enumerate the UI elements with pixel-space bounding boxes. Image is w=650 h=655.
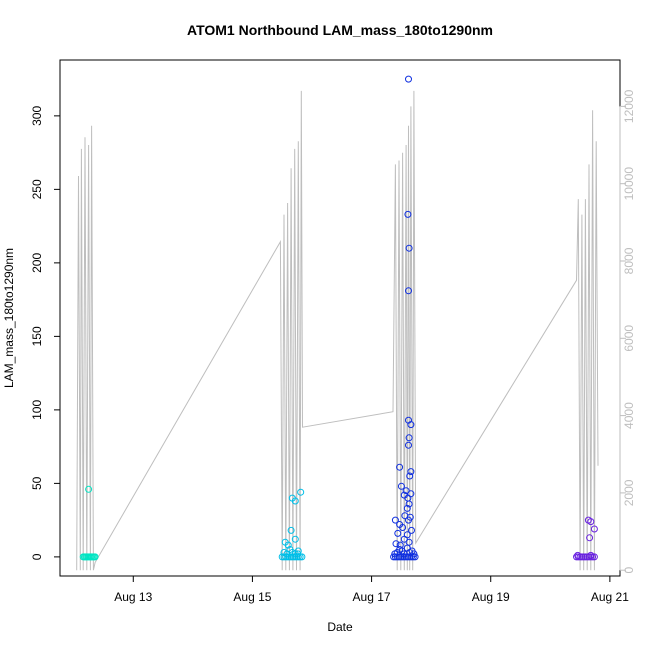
data-point	[406, 513, 414, 521]
data-point	[405, 441, 412, 449]
data-point	[396, 521, 404, 528]
data-point	[586, 534, 594, 542]
data-point	[590, 553, 598, 561]
data-point	[406, 472, 414, 480]
data-point	[397, 482, 405, 490]
x-axis-label: Date	[327, 620, 353, 634]
data-point	[407, 468, 415, 476]
data-point	[284, 541, 292, 549]
data-point	[407, 490, 415, 498]
data-point	[294, 547, 302, 555]
data-point	[405, 244, 413, 252]
y-tick-label: 0	[30, 553, 44, 560]
data-point	[405, 75, 412, 83]
data-point	[405, 416, 412, 424]
secondary-y-tick-label: 2000	[622, 479, 636, 506]
points-layer	[79, 75, 598, 561]
chart-title: ATOM1 Northbound LAM_mass_180to1290nm	[187, 22, 493, 38]
x-tick-label: Aug 17	[353, 590, 391, 604]
data-point	[291, 535, 299, 543]
data-point	[405, 538, 413, 546]
data-point	[297, 488, 305, 496]
y-axis-label: LAM_mass_180to1290nm	[2, 248, 16, 388]
y-tick-label: 300	[30, 106, 44, 126]
data-point	[91, 553, 99, 561]
data-point	[85, 485, 93, 493]
y-axis: 0 50 100 150 200 250 300	[30, 106, 61, 560]
data-point	[291, 497, 299, 505]
data-point	[574, 551, 582, 559]
data-point	[404, 210, 412, 218]
data-point	[394, 529, 402, 537]
y-tick-label: 100	[30, 400, 44, 420]
data-point	[408, 526, 415, 534]
y-tick-label: 150	[30, 326, 44, 346]
secondary-y-tick-label: 6000	[622, 325, 636, 352]
data-point	[396, 463, 404, 471]
secondary-y-tick-label: 12000	[622, 89, 636, 123]
secondary-series-line	[76, 90, 599, 571]
secondary-y-axis: 0 2000 4000 6000 8000 10000 12000	[619, 89, 636, 574]
data-point	[396, 541, 404, 549]
data-point	[590, 525, 598, 533]
y-tick-label: 200	[30, 253, 44, 273]
y-tick-label: 50	[30, 476, 44, 490]
x-tick-label: Aug 21	[591, 590, 629, 604]
data-point	[287, 526, 295, 534]
data-point	[403, 531, 411, 539]
data-point	[294, 550, 302, 558]
x-tick-label: Aug 15	[233, 590, 271, 604]
secondary-y-tick-label: 10000	[622, 167, 636, 201]
data-point	[410, 550, 418, 558]
data-point	[403, 504, 411, 512]
x-tick-label: Aug 19	[472, 590, 510, 604]
secondary-y-tick-label: 4000	[622, 402, 636, 429]
x-axis: Aug 13 Aug 15 Aug 17 Aug 19 Aug 21	[114, 575, 629, 604]
secondary-y-tick-label: 8000	[622, 247, 636, 274]
plot-area-frame	[59, 59, 621, 577]
data-point	[392, 540, 400, 548]
data-point	[587, 518, 595, 526]
secondary-line-layer	[76, 90, 599, 571]
data-point	[405, 434, 413, 442]
data-point	[405, 287, 412, 295]
secondary-y-tick-label: 0	[622, 567, 636, 574]
data-point	[587, 551, 595, 559]
y-tick-label: 250	[30, 179, 44, 199]
data-point	[391, 516, 399, 524]
x-tick-label: Aug 13	[114, 590, 152, 604]
